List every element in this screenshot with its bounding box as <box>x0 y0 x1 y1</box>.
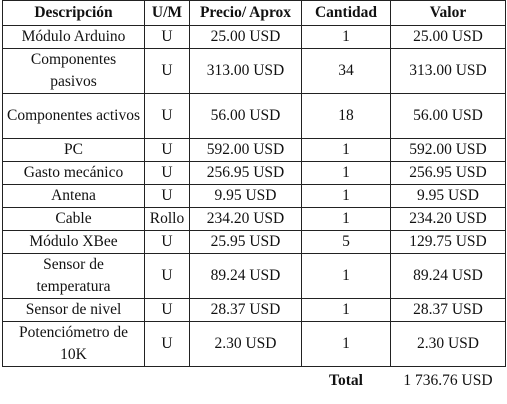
cell-descripcion: Potenciómetro de 10K <box>2 321 145 367</box>
table-row: Gasto mecánico U 256.95 USD 1 256.95 USD <box>2 161 506 185</box>
cell-valor: 256.95 USD <box>390 161 506 185</box>
cell-descripcion: Sensor de nivel <box>2 298 145 322</box>
table-row: Sensor de temperatura U 89.24 USD 1 89.2… <box>2 253 506 299</box>
cell-descripcion: Componentes activos <box>2 93 145 139</box>
cell-um: U <box>144 161 190 185</box>
cell-um: U <box>144 230 190 254</box>
cell-cantidad: 18 <box>301 93 391 139</box>
table-row: Módulo Arduino U 25.00 USD 1 25.00 USD <box>2 25 506 49</box>
cell-um: U <box>144 138 190 162</box>
cell-cantidad: 1 <box>301 321 391 367</box>
cell-precio: 25.95 USD <box>189 230 302 254</box>
cell-um: U <box>144 25 190 49</box>
table-row: Componentes pasivos U 313.00 USD 34 313.… <box>2 48 506 94</box>
cell-descripcion: Sensor de temperatura <box>2 253 145 299</box>
cell-cantidad: 34 <box>301 48 391 94</box>
header-precio: Precio/ Aprox <box>189 0 302 26</box>
cell-um: U <box>144 253 190 299</box>
cell-valor: 234.20 USD <box>390 207 506 231</box>
cell-descripcion: Módulo XBee <box>2 230 145 254</box>
cell-cantidad: 1 <box>301 207 391 231</box>
cell-cantidad: 1 <box>301 161 391 185</box>
table-row: Antena U 9.95 USD 1 9.95 USD <box>2 184 506 208</box>
total-row: Total 1 736.76 USD <box>3 366 506 396</box>
cell-descripcion: Antena <box>2 184 145 208</box>
cell-cantidad: 1 <box>301 298 391 322</box>
total-blank-cell <box>145 367 190 396</box>
cell-precio: 592.00 USD <box>189 138 302 162</box>
header-cantidad: Cantidad <box>301 0 391 26</box>
total-blank-cell <box>190 367 302 396</box>
cell-precio: 256.95 USD <box>189 161 302 185</box>
cell-cantidad: 1 <box>301 25 391 49</box>
table-row: Componentes activos U 56.00 USD 18 56.00… <box>2 93 506 139</box>
table-row: Cable Rollo 234.20 USD 1 234.20 USD <box>2 207 506 231</box>
cell-precio: 89.24 USD <box>189 253 302 299</box>
cell-descripcion: Cable <box>2 207 145 231</box>
cell-precio: 25.00 USD <box>189 25 302 49</box>
cell-valor: 9.95 USD <box>390 184 506 208</box>
cell-um: U <box>144 48 190 94</box>
cell-cantidad: 1 <box>301 253 391 299</box>
cell-descripcion: Gasto mecánico <box>2 161 145 185</box>
table-row: Potenciómetro de 10K U 2.30 USD 1 2.30 U… <box>2 321 506 367</box>
cell-um: Rollo <box>144 207 190 231</box>
cell-valor: 56.00 USD <box>390 93 506 139</box>
cell-precio: 2.30 USD <box>189 321 302 367</box>
cell-precio: 234.20 USD <box>189 207 302 231</box>
total-label: Total <box>329 372 363 389</box>
cell-descripcion: Módulo Arduino <box>2 25 145 49</box>
cell-precio: 28.37 USD <box>189 298 302 322</box>
cell-valor: 2.30 USD <box>390 321 506 367</box>
cell-um: U <box>144 321 190 367</box>
table-row: PC U 592.00 USD 1 592.00 USD <box>2 138 506 162</box>
header-um: U/M <box>144 0 190 26</box>
cell-cantidad: 1 <box>301 138 391 162</box>
header-descripcion: Descripción <box>2 0 145 26</box>
cell-precio: 313.00 USD <box>189 48 302 94</box>
table-row: Módulo XBee U 25.95 USD 5 129.75 USD <box>2 230 506 254</box>
cell-descripcion: Componentes pasivos <box>2 48 145 94</box>
table-row: Sensor de nivel U 28.37 USD 1 28.37 USD <box>2 298 506 322</box>
cell-descripcion: PC <box>2 138 145 162</box>
cell-um: U <box>144 93 190 139</box>
cell-valor: 313.00 USD <box>390 48 506 94</box>
total-blank-cell <box>3 367 145 396</box>
cell-valor: 28.37 USD <box>390 298 506 322</box>
cell-valor: 129.75 USD <box>390 230 506 254</box>
cell-precio: 56.00 USD <box>189 93 302 139</box>
total-value: 1 736.76 USD <box>390 366 506 395</box>
cell-valor: 25.00 USD <box>390 25 506 49</box>
table-header-row: Descripción U/M Precio/ Aprox Cantidad V… <box>2 0 506 26</box>
cell-cantidad: 1 <box>301 184 391 208</box>
cell-valor: 592.00 USD <box>390 138 506 162</box>
cell-um: U <box>144 184 190 208</box>
budget-table: Descripción U/M Precio/ Aprox Cantidad V… <box>2 0 506 395</box>
header-valor: Valor <box>390 0 506 26</box>
cell-precio: 9.95 USD <box>189 184 302 208</box>
cell-um: U <box>144 298 190 322</box>
cell-valor: 89.24 USD <box>390 253 506 299</box>
cell-cantidad: 5 <box>301 230 391 254</box>
